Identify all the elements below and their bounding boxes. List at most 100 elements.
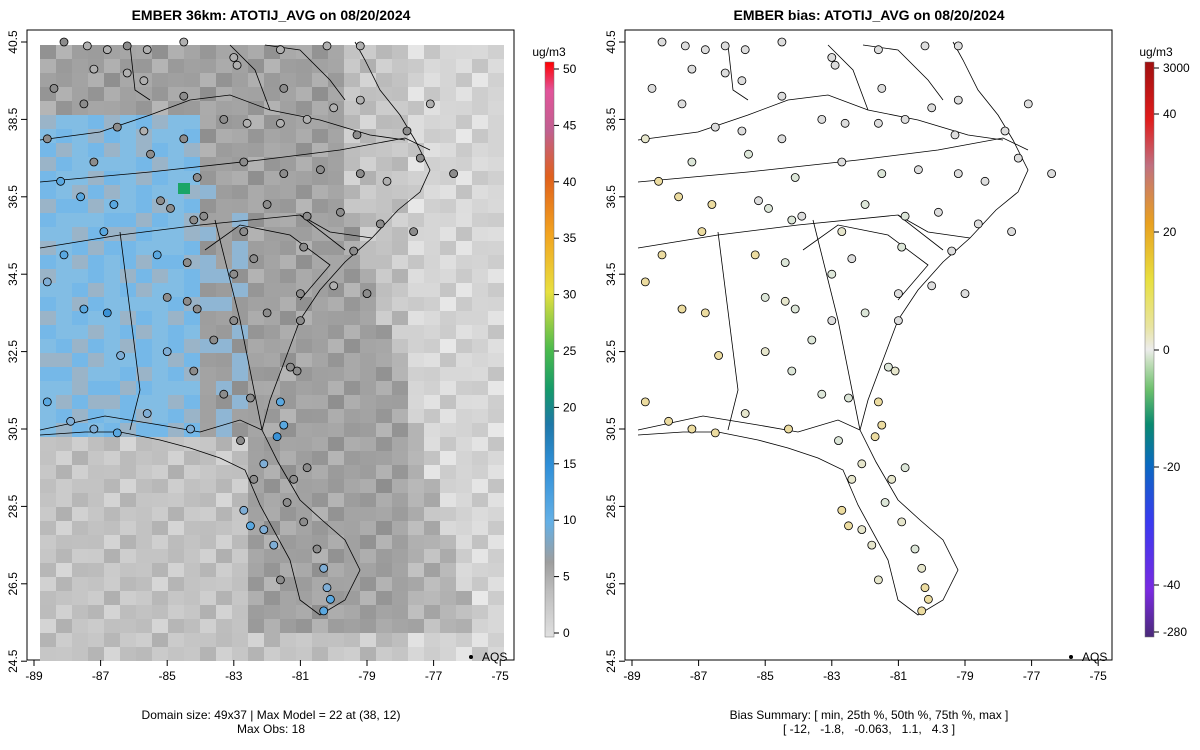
colorbar-tick-label: 50 <box>563 62 577 76</box>
x-tick-label: -87 <box>690 669 708 683</box>
bias-marker <box>830 60 840 70</box>
grid-cell <box>392 451 408 465</box>
grid-cell <box>120 101 136 115</box>
grid-cell <box>280 521 296 535</box>
grid-cell <box>472 59 488 73</box>
grid-cell <box>280 297 296 311</box>
aqs-station-marker <box>289 474 299 484</box>
grid-cell <box>104 297 120 311</box>
grid-cell <box>344 633 360 647</box>
grid-cell <box>344 507 360 521</box>
grid-cell <box>408 465 424 479</box>
grid-cell <box>264 367 280 381</box>
aqs-station-marker <box>279 169 289 179</box>
grid-cell <box>200 507 216 521</box>
grid-cell <box>424 73 440 87</box>
bias-marker <box>750 250 760 260</box>
grid-cell <box>136 395 152 409</box>
grid-cell <box>344 619 360 633</box>
grid-cell <box>328 45 344 59</box>
grid-cell <box>328 59 344 73</box>
grid-cell <box>40 199 56 213</box>
grid-cell <box>264 395 280 409</box>
grid-cell <box>328 115 344 129</box>
grid-cell <box>296 339 312 353</box>
grid-cell <box>376 563 392 577</box>
grid-cell <box>120 199 136 213</box>
grid-cell <box>168 479 184 493</box>
grid-cell <box>344 493 360 507</box>
x-tick-label: -89 <box>25 669 43 683</box>
grid-cell <box>136 451 152 465</box>
grid-cell <box>472 185 488 199</box>
grid-cell <box>312 297 328 311</box>
bias-marker <box>790 304 800 314</box>
grid-cell <box>456 605 472 619</box>
grid-cell <box>456 521 472 535</box>
grid-cell <box>40 59 56 73</box>
grid-cell <box>72 367 88 381</box>
grid-cell <box>152 143 168 157</box>
grid-cell <box>216 605 232 619</box>
grid-cell <box>424 353 440 367</box>
grid-cell <box>296 535 312 549</box>
grid-cell <box>136 269 152 283</box>
grid-cell <box>88 115 104 129</box>
grid-cell <box>424 45 440 59</box>
grid-cell <box>408 395 424 409</box>
grid-cell <box>360 101 376 115</box>
bias-marker <box>827 269 837 279</box>
grid-cell <box>488 521 504 535</box>
grid-cell <box>296 619 312 633</box>
grid-cell <box>72 199 88 213</box>
grid-cell <box>168 395 184 409</box>
grid-cell <box>440 269 456 283</box>
grid-cell <box>456 395 472 409</box>
grid-cell <box>232 339 248 353</box>
colorbar-tick-label: 45 <box>563 118 577 132</box>
grid-cell <box>72 633 88 647</box>
grid-cell <box>456 185 472 199</box>
grid-cell <box>392 199 408 213</box>
grid-cell <box>104 479 120 493</box>
grid-cell <box>360 493 376 507</box>
grid-cell <box>88 549 104 563</box>
grid-cell <box>472 619 488 633</box>
aqs-observation-markers <box>42 37 459 616</box>
y-tick-label: 28.5 <box>604 494 618 518</box>
grid-cell <box>408 241 424 255</box>
aqs-station-marker <box>229 269 239 279</box>
grid-cell <box>120 339 136 353</box>
grid-cell <box>216 283 232 297</box>
grid-cell <box>200 227 216 241</box>
grid-cell <box>56 283 72 297</box>
grid-cell <box>296 493 312 507</box>
grid-cell <box>472 101 488 115</box>
grid-cell <box>72 437 88 451</box>
bias-marker <box>817 389 827 399</box>
grid-cell <box>216 297 232 311</box>
grid-cell <box>440 409 456 423</box>
grid-cell <box>440 73 456 87</box>
chart-title: EMBER bias: ATOTIJ_AVG on 08/20/2024 <box>733 7 1004 23</box>
aqs-station-marker <box>249 474 259 484</box>
grid-cell <box>424 521 440 535</box>
grid-cell <box>488 311 504 325</box>
grid-cell <box>360 633 376 647</box>
grid-cell <box>488 241 504 255</box>
grid-cell <box>184 73 200 87</box>
aqs-station-marker <box>295 289 305 299</box>
grid-cell <box>344 311 360 325</box>
grid-cell <box>88 325 104 339</box>
bias-marker <box>720 41 730 51</box>
bias-marker <box>640 134 650 144</box>
grid-cell <box>216 577 232 591</box>
aqs-station-marker <box>42 134 52 144</box>
grid-cell <box>200 171 216 185</box>
boundary-line <box>261 41 431 431</box>
grid-cell <box>392 171 408 185</box>
grid-cell <box>152 409 168 423</box>
grid-cell <box>152 129 168 143</box>
grid-cell <box>328 437 344 451</box>
grid-cell <box>136 367 152 381</box>
